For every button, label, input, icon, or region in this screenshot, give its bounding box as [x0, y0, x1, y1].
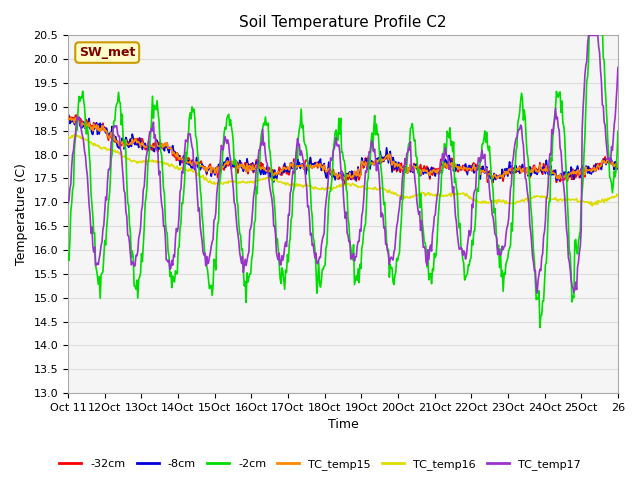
- Y-axis label: Temperature (C): Temperature (C): [15, 163, 28, 265]
- Title: Soil Temperature Profile C2: Soil Temperature Profile C2: [239, 15, 447, 30]
- Legend: -32cm, -8cm, -2cm, TC_temp15, TC_temp16, TC_temp17: -32cm, -8cm, -2cm, TC_temp15, TC_temp16,…: [55, 455, 585, 474]
- X-axis label: Time: Time: [328, 419, 358, 432]
- Text: SW_met: SW_met: [79, 46, 136, 59]
